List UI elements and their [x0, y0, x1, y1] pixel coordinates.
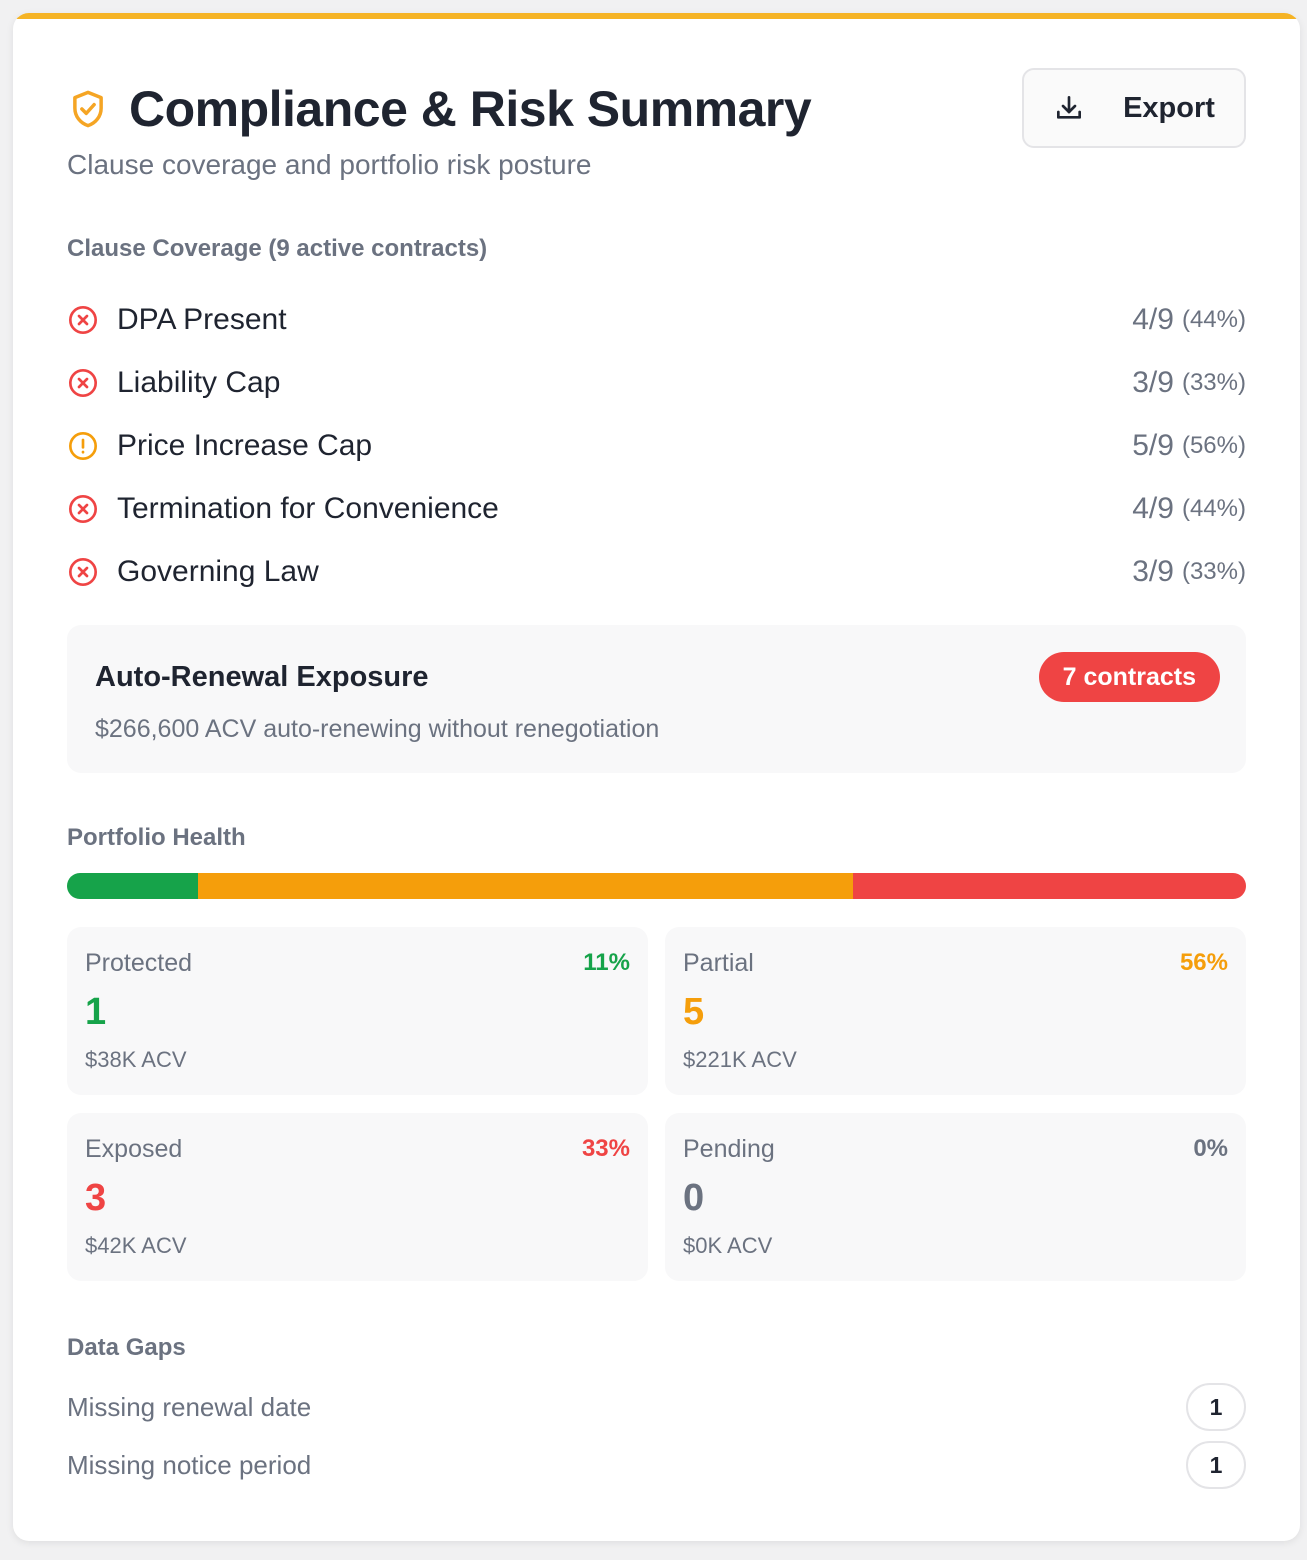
- coverage-title: Clause Coverage (9 active contracts): [67, 235, 488, 262]
- auto-renewal-title: Auto-Renewal Exposure: [95, 661, 429, 693]
- coverage-label: Price Increase Cap: [117, 428, 373, 462]
- tile-acv: $0K ACV: [683, 1233, 773, 1258]
- page-title: Compliance & Risk Summary: [129, 81, 812, 137]
- coverage-percent: (44%): [1181, 305, 1246, 333]
- coverage-percent: (33%): [1181, 368, 1246, 396]
- x-circle-icon: [69, 557, 97, 586]
- coverage-row: Price Increase Cap 5/9 (56%): [67, 414, 1246, 477]
- portfolio-health-title: Portfolio Health: [67, 824, 246, 851]
- compliance-card: Compliance & Risk Summary Clause coverag…: [13, 13, 1300, 1541]
- coverage-percent: (33%): [1181, 557, 1246, 585]
- x-circle-icon: [69, 368, 97, 397]
- alert-circle-icon: [69, 431, 97, 460]
- health-tile-exposed[interactable]: Exposed 33% 3 $42K ACV: [67, 1113, 648, 1281]
- data-gaps-list: Missing renewal date 1 Missing notice pe…: [67, 1378, 1246, 1494]
- coverage-row: DPA Present 4/9 (44%): [67, 288, 1246, 351]
- tile-label: Pending: [683, 1135, 775, 1163]
- coverage-label: Termination for Convenience: [117, 491, 499, 525]
- portfolio-health-bar: [67, 873, 1246, 899]
- health-tile-pending[interactable]: Pending 0% 0 $0K ACV: [665, 1113, 1246, 1281]
- coverage-row: Governing Law 3/9 (33%): [67, 540, 1246, 603]
- accent-bar: [13, 13, 1300, 19]
- tile-count: 5: [683, 991, 705, 1033]
- data-gap-row: Missing notice period 1: [67, 1436, 1246, 1494]
- coverage-count: 3/9: [1132, 365, 1174, 399]
- title-row: Compliance & Risk Summary: [67, 77, 1246, 141]
- tile-label: Exposed: [85, 1135, 183, 1163]
- coverage-label: DPA Present: [117, 302, 287, 336]
- data-gap-count-badge[interactable]: 1: [1186, 1383, 1246, 1431]
- data-gap-row: Missing renewal date 1: [67, 1378, 1246, 1436]
- data-gap-label: Missing renewal date: [67, 1391, 312, 1422]
- tile-acv: $221K ACV: [683, 1047, 797, 1072]
- coverage-row: Liability Cap 3/9 (33%): [67, 351, 1246, 414]
- page-subtitle: Clause coverage and portfolio risk postu…: [67, 149, 592, 180]
- coverage-label: Liability Cap: [117, 365, 281, 399]
- coverage-percent: (44%): [1181, 494, 1246, 522]
- auto-renewal-subtitle: $266,600 ACV auto-renewing without reneg…: [95, 715, 660, 743]
- tile-percent: 11%: [583, 949, 630, 976]
- download-icon: [1057, 96, 1082, 119]
- coverage-list: DPA Present 4/9 (44%) Liability Cap 3/9 …: [67, 288, 1246, 603]
- tile-acv: $42K ACV: [85, 1233, 187, 1258]
- coverage-row: Termination for Convenience 4/9 (44%): [67, 477, 1246, 540]
- tile-percent: 33%: [581, 1135, 630, 1162]
- coverage-percent: (56%): [1181, 431, 1246, 459]
- auto-renewal-panel: Auto-Renewal Exposure $266,600 ACV auto-…: [67, 625, 1246, 773]
- tile-percent: 56%: [1179, 949, 1228, 976]
- x-circle-icon: [69, 305, 97, 334]
- tile-count: 1: [85, 991, 107, 1033]
- tile-acv: $38K ACV: [85, 1047, 187, 1072]
- health-bar-segment-partial: [197, 873, 854, 899]
- contracts-badge[interactable]: 7 contracts: [1038, 652, 1220, 702]
- x-circle-icon: [69, 494, 97, 523]
- coverage-label: Governing Law: [117, 554, 319, 588]
- data-gaps-title: Data Gaps: [67, 1334, 186, 1361]
- data-gap-count-badge[interactable]: 1: [1186, 1441, 1246, 1489]
- coverage-count: 4/9: [1132, 302, 1174, 336]
- export-label: Export: [1123, 91, 1215, 124]
- tile-count: 0: [683, 1177, 705, 1219]
- tile-count: 3: [85, 1177, 107, 1219]
- shield-check-icon: [73, 90, 103, 128]
- card-header: Compliance & Risk Summary Clause coverag…: [67, 68, 1246, 187]
- coverage-count: 4/9: [1132, 491, 1174, 525]
- health-bar-segment-protected: [67, 873, 198, 899]
- data-gap-label: Missing notice period: [67, 1449, 312, 1480]
- health-bar-segment-exposed: [853, 873, 1246, 899]
- tile-label: Protected: [85, 949, 193, 977]
- tile-percent: 0%: [1193, 1135, 1228, 1162]
- export-button[interactable]: Export: [1022, 68, 1246, 148]
- coverage-count: 3/9: [1132, 554, 1174, 588]
- health-tile-protected[interactable]: Protected 11% 1 $38K ACV: [67, 927, 648, 1095]
- health-tile-partial[interactable]: Partial 56% 5 $221K ACV: [665, 927, 1246, 1095]
- tile-label: Partial: [683, 949, 754, 977]
- coverage-count: 5/9: [1132, 428, 1174, 462]
